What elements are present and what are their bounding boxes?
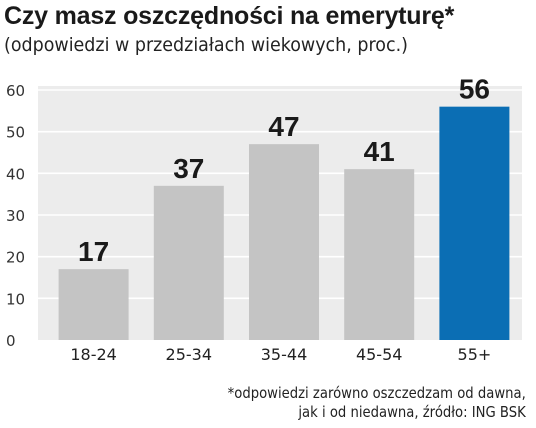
data-label: 47 — [268, 111, 299, 142]
y-tick-label: 50 — [6, 124, 25, 142]
bar-55+ — [439, 106, 510, 341]
bar-25-34 — [153, 185, 224, 340]
chart-title: Czy masz oszczędności na emeryturę* — [4, 2, 455, 30]
y-tick-label: 30 — [6, 207, 25, 225]
footnote: *odpowiedzi zarówno oszczedzam od dawna,… — [228, 384, 526, 422]
y-tick-label: 60 — [6, 82, 25, 100]
x-tick-label: 18-24 — [70, 345, 117, 364]
data-label: 17 — [78, 236, 109, 267]
x-tick-label: 35-44 — [261, 345, 308, 364]
bar-35-44 — [249, 144, 319, 340]
chart-subtitle: (odpowiedzi w przedziałach wiekowych, pr… — [4, 34, 408, 56]
x-tick-label: 55+ — [458, 345, 492, 364]
y-tick-label: 40 — [6, 165, 25, 183]
footnote-line-2: jak i od niedawna, źródło: ING BSK — [298, 403, 526, 421]
y-tick-label: 20 — [6, 249, 25, 267]
x-tick-label: 25-34 — [166, 345, 213, 364]
y-tick-label: 10 — [6, 290, 25, 308]
y-tick-label: 0 — [6, 332, 16, 350]
footnote-line-1: *odpowiedzi zarówno oszczedzam od dawna, — [227, 384, 526, 402]
data-label: 37 — [173, 153, 204, 184]
bar-45-54 — [344, 169, 415, 340]
data-label: 56 — [459, 74, 490, 105]
x-tick-label: 45-54 — [356, 345, 403, 364]
data-label: 41 — [364, 136, 395, 167]
bar-18-24 — [58, 269, 129, 340]
